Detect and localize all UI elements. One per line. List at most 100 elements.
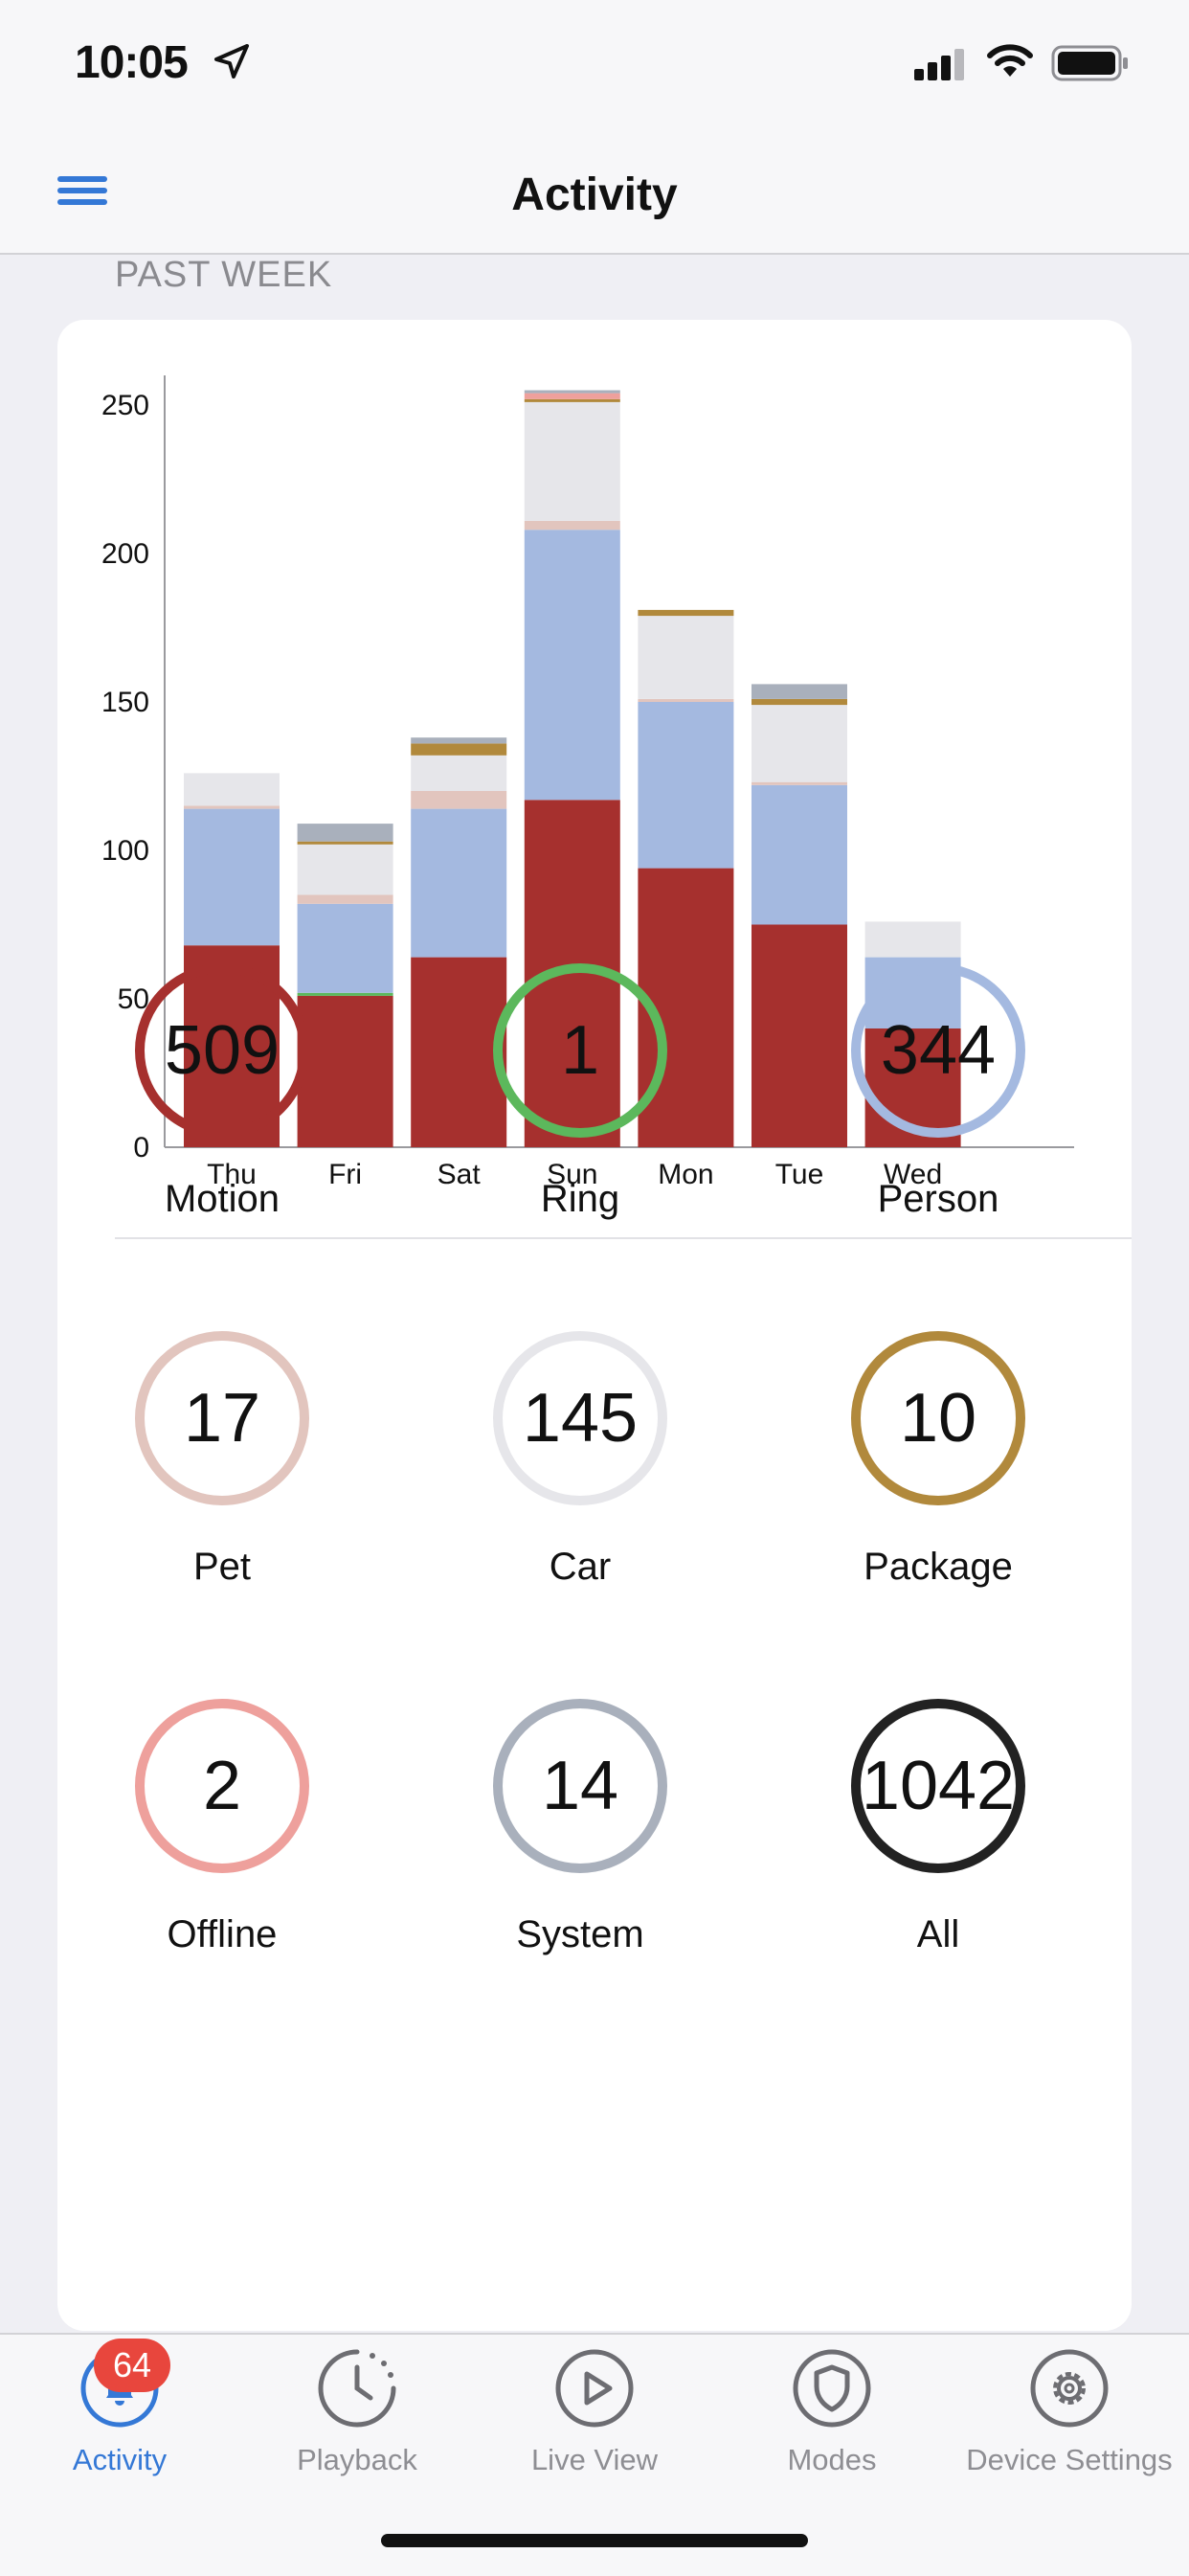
x-tick-label: Tue [775,1159,824,1190]
stat-count-ring: 2 [135,1699,309,1873]
tab-label: Modes [787,2443,877,2476]
stat-label: Offline [167,1913,278,1955]
stat-label: Pet [192,1546,252,1588]
y-tick-label: 0 [133,1132,149,1164]
tab-device-settings[interactable]: Device Settings [950,2348,1189,2492]
bar-segment-car [752,705,847,782]
status-time: 10:05 [75,37,189,88]
stat-count-ring: 1042 [851,1699,1025,1873]
bar-segment-car [638,616,734,699]
stat-system[interactable]: 14 System [427,1699,733,2015]
bar-segment-pet [184,805,280,809]
stat-label: Ring [540,1178,620,1220]
tab-label: Playback [297,2443,417,2476]
bar-segment-package [638,609,734,617]
y-tick-label: 250 [101,390,149,421]
bar-segment-offline [524,393,620,399]
play-icon [555,2349,634,2428]
home-indicator [381,2534,808,2547]
location-arrow-icon [214,44,249,79]
bar-segment-car [184,773,280,806]
stat-count-ring: 17 [135,1331,309,1505]
bar-segment-person [524,530,620,801]
x-tick-label: Mon [658,1159,713,1190]
gear-icon [1030,2349,1109,2428]
bar-segment-car [864,921,961,958]
hamburger-menu-icon[interactable] [57,176,107,211]
stat-label: All [916,1913,960,1955]
bar-segment-package [524,398,620,402]
bar-segment-package [297,841,393,845]
notification-badge: 64 [94,2339,170,2392]
bar-segment-system [411,737,507,744]
tab-activity[interactable]: Activity 64 [0,2339,239,2492]
bar-segment-person [752,784,847,925]
x-tick-label: Wed [884,1159,942,1190]
stat-label: Car [549,1546,612,1588]
bar-segment-person [297,903,393,993]
section-label: PAST WEEK [115,255,333,295]
stat-count-ring: 1 [493,963,667,1138]
tab-label: Activity [72,2443,168,2476]
bar-segment-pet [638,698,734,702]
bar-segment-ring [297,992,393,996]
stat-count-ring: 10 [851,1331,1025,1505]
stat-car[interactable]: 145 Car [427,1331,733,1647]
wifi-icon [987,44,1033,77]
bar-segment-system [297,824,393,842]
tab-bar: Activity 64 Playback Live View Modes [0,2333,1189,2576]
bar-segment-pet [297,894,393,904]
stat-motion[interactable]: 509 Motion [69,963,375,1279]
battery-icon [1051,45,1128,81]
x-tick-label: Sat [437,1159,482,1190]
bar-segment-person [638,702,734,869]
bar-segment-person [184,808,280,946]
tab-label: Device Settings [966,2443,1173,2476]
stat-person[interactable]: 344 Person [785,963,1091,1279]
bar-segment-person [411,808,507,958]
bar-segment-pet [524,520,620,531]
stat-count-ring: 14 [493,1699,667,1873]
stat-label: Person [877,1178,999,1220]
bar-segment-pet [411,791,507,809]
stat-count-ring: 344 [851,963,1025,1138]
bar-segment-motion [297,995,393,1147]
bar-segment-motion [411,957,507,1147]
stat-package[interactable]: 10 Package [785,1331,1091,1647]
bar-segment-car [524,401,620,521]
y-tick-label: 200 [101,538,149,570]
stat-all[interactable]: 1042 All [785,1699,1091,2015]
y-tick-label: 100 [101,835,149,867]
x-tick-label: Fri [328,1159,362,1190]
bar-segment-package [752,698,847,706]
tab-live-view[interactable]: Live View [475,2348,714,2492]
tab-playback[interactable]: Playback [237,2348,477,2492]
bar-segment-system [524,390,620,394]
bar-segment-car [411,755,507,791]
stat-count-ring: 145 [493,1331,667,1505]
stat-count-ring: 509 [135,963,309,1138]
clock-icon [318,2349,396,2428]
stat-ring[interactable]: 1 Ring [427,963,733,1279]
stat-label: System [516,1913,644,1955]
page-title: Activity [511,169,678,220]
bar-segment-package [411,743,507,756]
y-tick-label: 150 [101,687,149,718]
navigation-bar: Activity [0,134,1189,255]
divider [115,1237,1132,1239]
stat-label: Motion [164,1178,280,1220]
bar-segment-pet [752,781,847,785]
bar-segment-car [297,844,393,895]
x-tick-label: Sun [547,1159,597,1190]
shield-icon [793,2349,871,2428]
stat-offline[interactable]: 2 Offline [69,1699,375,2015]
bar-segment-system [752,684,847,699]
bar-segment-motion [752,924,847,1147]
x-tick-label: Thu [207,1159,257,1190]
stat-pet[interactable]: 17 Pet [69,1331,375,1647]
status-bar: 10:05 [0,0,1189,134]
stat-label: Package [864,1546,1013,1588]
activity-card: 0 50 100 150 200 250 Thu Fri Sat Sun Mon Tue Wed 509… [57,320,1132,2331]
tab-modes[interactable]: Modes [712,2348,952,2492]
tab-label: Live View [530,2443,659,2476]
